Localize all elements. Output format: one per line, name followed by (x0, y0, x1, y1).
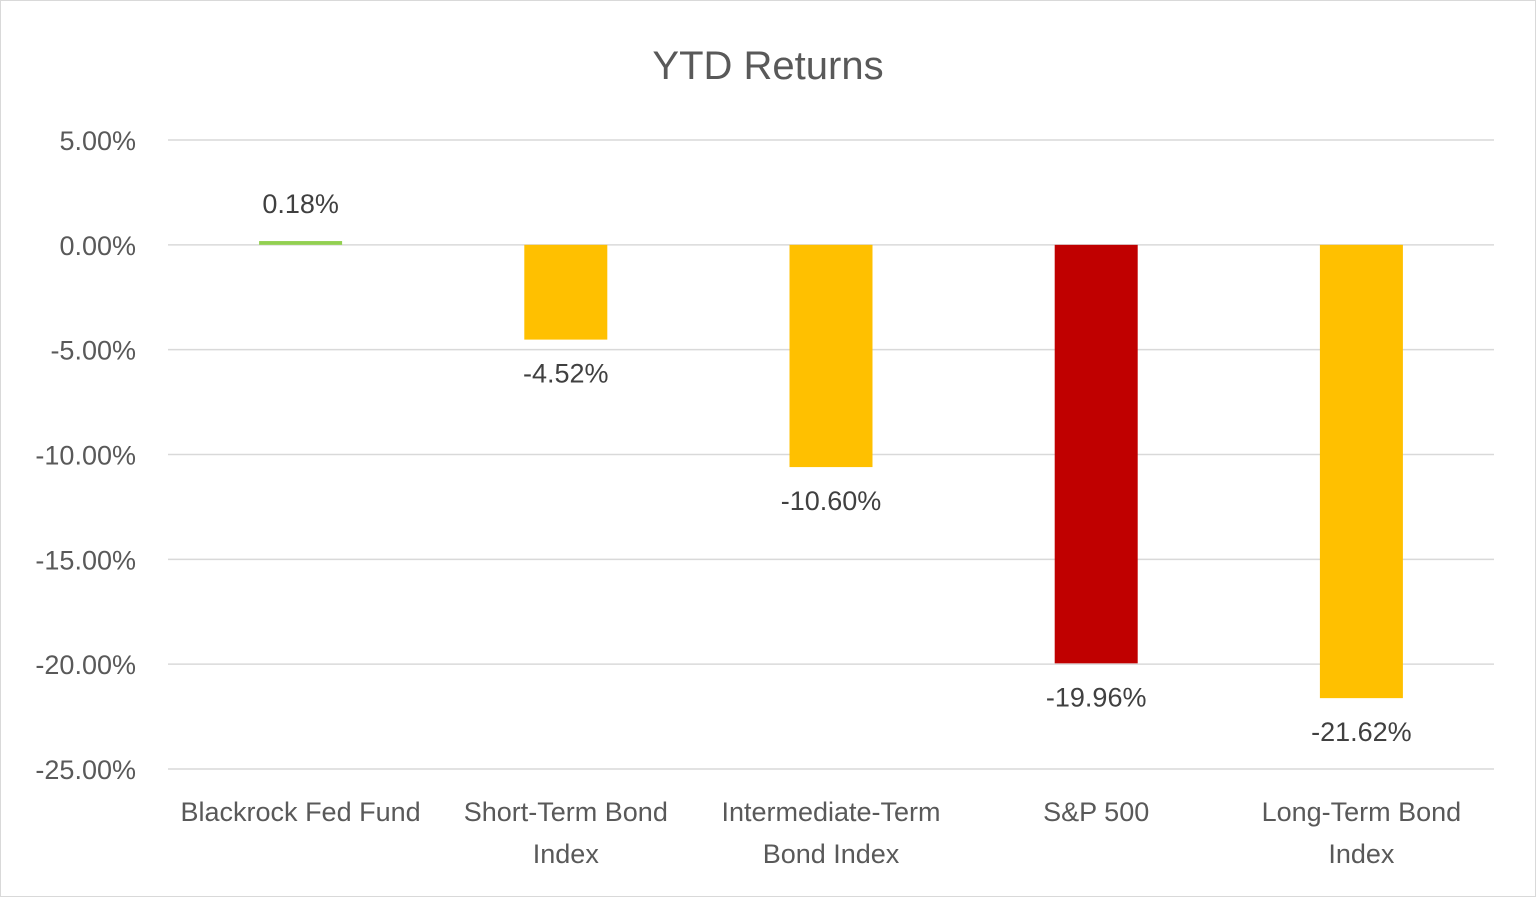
category-label: Long-Term Bond (1262, 797, 1462, 827)
x-axis-categories: Blackrock Fed Fund Short-Term Bond Index In… (181, 797, 1462, 869)
chart-title: YTD Returns (652, 44, 883, 88)
y-tick-label: -25.00% (35, 755, 136, 785)
category-label: Index (1328, 839, 1395, 869)
category-label: Blackrock Fed Fund (181, 797, 421, 827)
data-label: -19.96% (1046, 682, 1147, 712)
bar (1319, 244, 1403, 699)
y-tick-label: 0.00% (59, 231, 136, 261)
category-label: S&P 500 (1043, 797, 1149, 827)
category-label: Bond Index (763, 839, 900, 869)
bar (789, 244, 873, 468)
bars (259, 241, 1403, 699)
data-label: -21.62% (1311, 717, 1412, 747)
data-labels: 0.18% -4.52% -10.60% -19.96% -21.62% (262, 189, 1411, 747)
y-tick-label: -20.00% (35, 650, 136, 680)
category-label: Intermediate-Term (721, 797, 940, 827)
bar (1054, 244, 1138, 664)
data-label: -10.60% (781, 486, 882, 516)
data-label: 0.18% (262, 189, 339, 219)
data-label: -4.52% (523, 359, 609, 389)
bar (259, 241, 343, 245)
y-tick-label: -5.00% (50, 336, 136, 366)
category-label: Index (533, 839, 600, 869)
y-axis-ticks: 5.00% 0.00% -5.00% -10.00% -15.00% -20.00% -25… (35, 126, 136, 785)
y-tick-label: -10.00% (35, 441, 136, 471)
y-tick-label: -15.00% (35, 545, 136, 575)
bar (524, 244, 608, 340)
y-tick-label: 5.00% (59, 126, 136, 156)
category-label: Short-Term Bond (464, 797, 668, 827)
